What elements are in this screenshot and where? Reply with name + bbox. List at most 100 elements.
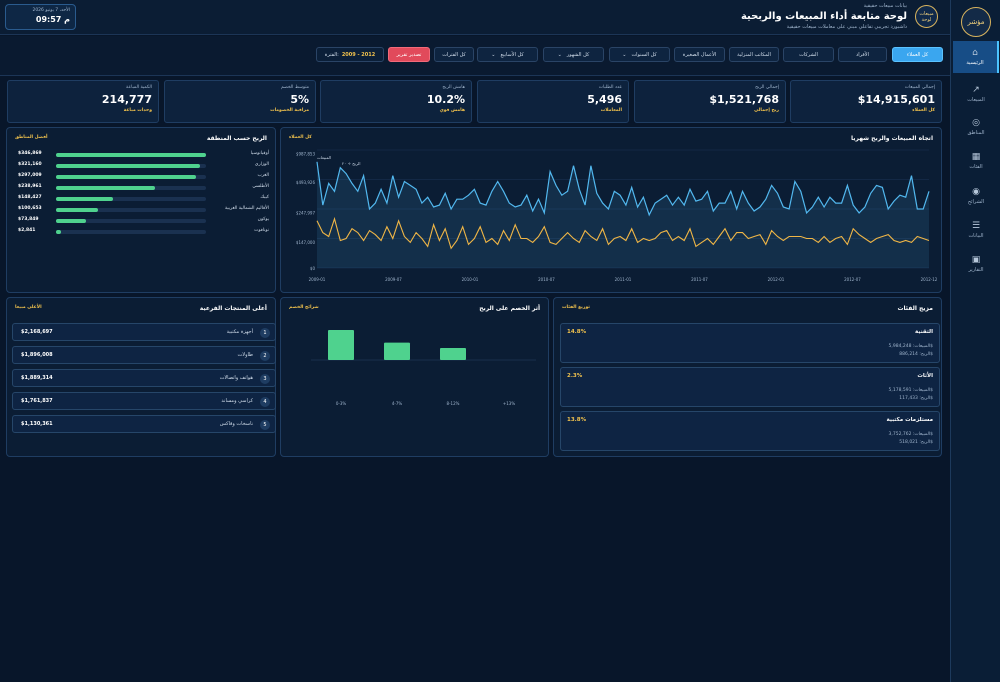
sidebar-item-categories[interactable]: ▦ الفئات	[953, 145, 999, 177]
kpi-order-count: عدد الطلبات 5,496 المعاملات	[477, 80, 629, 123]
filter-bar: كل العملاء الأفراد الشركات المكاتب المنز…	[0, 36, 950, 76]
filter-small-business[interactable]: الأعمال الصغيرة	[674, 47, 725, 62]
region-row[interactable]: $148,427 كيبك	[12, 194, 277, 203]
trend-chart[interactable]: $987,853 $493,926 $247,997 $147,000 $0 2009-0…	[281, 128, 941, 292]
export-report-button[interactable]: تصدير تقرير	[388, 47, 430, 62]
products-title: أعلى المنتجات الفرعية	[199, 305, 267, 312]
kpi-profit-margin: هامش الربح 10.2% هامش قوي	[320, 80, 472, 123]
region-bar-fill	[56, 153, 206, 157]
region-bar-fill	[56, 219, 86, 223]
region-bar-track	[56, 219, 206, 223]
header-kicker: بيانات مبيعات حقيقية	[863, 3, 907, 9]
discount-bar-label: 8-12%	[447, 401, 460, 406]
kpi-value: $1,521,768	[709, 93, 779, 106]
sidebar-item-segments[interactable]: ◉ الشرائح	[953, 180, 999, 212]
region-name: الغرب	[257, 173, 269, 178]
x-tick-label: 2011-01	[615, 277, 632, 282]
kpi-subtext: وحدات مباعة	[123, 108, 152, 113]
product-value: $2,168,697	[21, 329, 53, 335]
filter-home-offices[interactable]: المكاتب المنزلية	[729, 47, 779, 62]
kpi-value: 5%	[290, 93, 309, 106]
categories-panel: مزيج الفئات توزيع الفئات التقنية 14.8% الم…	[553, 297, 942, 457]
x-tick-label: 2011-07	[691, 277, 708, 282]
sidebar-item-data[interactable]: ☰ البيانات	[953, 214, 999, 246]
region-bar-fill	[56, 208, 98, 212]
filter-all-periods[interactable]: كل الفترات	[434, 47, 474, 62]
region-row[interactable]: $297,009 الغرب	[12, 172, 277, 181]
kpi-value: 214,777	[101, 93, 152, 106]
regions-panel: الربح حسب المنطقة أفضل المناطق $346,869 أ…	[6, 127, 276, 293]
filter-retail[interactable]: الأفراد	[838, 47, 887, 62]
product-value: $1,889,314	[21, 375, 53, 381]
x-tick-label: 2009-01	[309, 277, 326, 282]
region-name: نونافوت	[254, 228, 269, 233]
sidebar: مؤشر ⌂ الرئيسية ↗ المبيعات ◎ المناطق ▦ الفئا…	[950, 0, 1000, 682]
product-name: أجهزة مكتبية	[226, 329, 253, 335]
select-weeks[interactable]: ⌄ كل الأسابيع	[477, 47, 538, 62]
sales-line	[316, 161, 930, 217]
region-row[interactable]: $2,841 نونافوت	[12, 227, 277, 236]
discount-chart[interactable]: 0-3% 4-7% 8-12% +13%	[281, 298, 548, 456]
product-row[interactable]: $1,761,837 كراسي ومساند 4	[12, 392, 276, 410]
sidebar-item-label: المناطق	[967, 130, 985, 136]
sidebar-item-regions[interactable]: ◎ المناطق	[953, 111, 999, 143]
categories-title: مزيج الفئات	[897, 305, 933, 312]
list-icon: ☰	[971, 221, 981, 231]
discount-bar-label: 0-3%	[336, 401, 347, 406]
filter-companies[interactable]: الشركات	[783, 47, 834, 62]
region-row[interactable]: $100,653 الأقاليم الشمالية الغربية	[12, 205, 277, 214]
region-row[interactable]: $346,869 أوقيانوسيا	[12, 150, 277, 159]
discount-bar-label: 4-7%	[392, 401, 403, 406]
sidebar-item-home[interactable]: ⌂ الرئيسية	[953, 41, 999, 73]
kpi-label: عدد الطلبات	[598, 85, 622, 90]
region-name: الأقاليم الشمالية الغربية	[225, 206, 269, 211]
brand-logo[interactable]: مؤشر	[961, 7, 991, 37]
product-row[interactable]: $1,889,314 هواتف واتصالات 3	[12, 369, 276, 387]
x-tick-label: 2010-01	[462, 277, 479, 282]
category-card-office-supplies[interactable]: مستلزمات مكتبية 13.8% المبيعات: 3,752,762$…	[560, 411, 940, 451]
products-tag: الأعلى مبيعا	[15, 305, 42, 310]
chevron-down-icon: ⌄	[557, 51, 562, 58]
header-badge: مبيعات لوحة	[915, 5, 938, 28]
region-bar-track	[56, 186, 206, 190]
select-years-value: كل السنوات	[631, 51, 657, 58]
region-bar-track	[56, 197, 206, 201]
product-row[interactable]: $2,168,697 أجهزة مكتبية 1	[12, 323, 276, 341]
filter-all-customers[interactable]: كل العملاء	[892, 47, 943, 62]
product-row[interactable]: $1,896,008 طاولات 2	[12, 346, 276, 364]
kpi-subtext: ربح إجمالي	[754, 108, 779, 113]
top-header: مبيعات لوحة بيانات مبيعات حقيقية لوحة مت…	[0, 0, 950, 35]
product-name: هواتف واتصالات	[219, 375, 253, 381]
region-row[interactable]: $238,961 الأطلسي	[12, 183, 277, 192]
sidebar-item-sales[interactable]: ↗ المبيعات	[953, 78, 999, 110]
region-bar-track	[56, 153, 206, 157]
x-tick-label: 2012-07	[844, 277, 861, 282]
regions-tag: أفضل المناطق	[15, 135, 48, 140]
trend-panel: اتجاه المبيعات والربح شهريا كل العملاء $…	[280, 127, 942, 293]
category-card-furniture[interactable]: الأثاث 2.3% المبيعات: 5,178,591$ الربح: 117…	[560, 367, 940, 407]
y-tick-label: $987,853	[296, 152, 316, 157]
select-years[interactable]: ⌄ كل السنوات	[609, 47, 670, 62]
product-rank: 2	[260, 351, 270, 361]
region-bar-track	[56, 208, 206, 212]
region-value: $148,427	[18, 195, 42, 200]
region-value: $346,869	[18, 151, 42, 156]
region-row[interactable]: $321,160 الوزاري	[12, 161, 277, 170]
kpi-label: إجمالي الربح	[755, 85, 779, 90]
current-time: 09:57 م	[35, 15, 70, 24]
sidebar-item-reports[interactable]: ▣ التقارير	[953, 248, 999, 280]
kpi-total-profit: إجمالي الربح $1,521,768 ربح إجمالي	[634, 80, 786, 123]
category-sales: المبيعات: 5,178,591$	[888, 388, 933, 393]
category-card-technology[interactable]: التقنية 14.8% المبيعات: 5,984,248$ الربح: 8…	[560, 323, 940, 363]
kpi-value: 5,496	[587, 93, 622, 106]
product-row[interactable]: $1,130,361 ناسخات وفاكس 5	[12, 415, 276, 433]
header-badge-text: مبيعات لوحة	[919, 10, 934, 23]
category-percent: 2.3%	[567, 373, 583, 379]
sidebar-item-label: التقارير	[968, 267, 984, 273]
sidebar-item-label: الشرائح	[967, 199, 985, 205]
categories-tag: توزيع الفئات	[562, 305, 590, 310]
select-months[interactable]: ⌄ كل الشهور	[543, 47, 604, 62]
region-name: أوقيانوسيا	[250, 151, 269, 156]
region-row[interactable]: $73,849 يوكون	[12, 216, 277, 225]
product-rank: 5	[260, 420, 270, 430]
